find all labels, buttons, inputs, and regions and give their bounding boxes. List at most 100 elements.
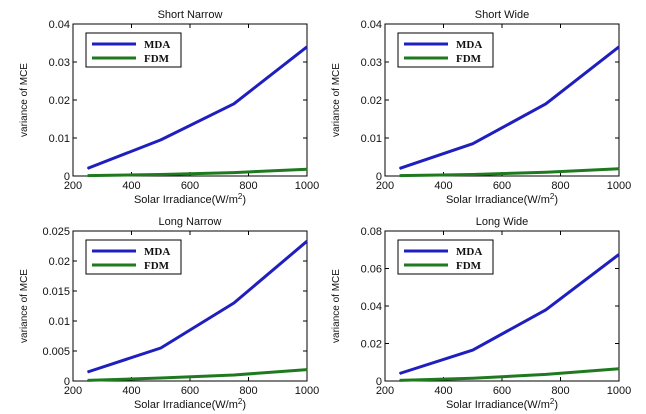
data-point-fdm [233,172,235,174]
data-point-mda [399,373,401,374]
y-tick-label: 0.04 [49,19,70,31]
legend-label-mda: MDA [144,246,170,258]
y-axis-label: variance of MCE [331,63,342,137]
data-point-mda [618,46,620,48]
y-tick-label: 0.02 [49,256,70,268]
chart-panel-4: Long Wide 200 400 600 800 1000 0 0.02 0.04 0.06 0.… [331,216,631,411]
y-tick-label: 0.02 [49,95,70,107]
data-point-fdm [87,379,89,381]
legend-label-mda: MDA [456,246,482,258]
y-tick-label: 0.015 [42,286,70,298]
x-tick-label: 800 [551,385,569,397]
y-tick-label: 0.03 [49,57,70,69]
series-line-fdm [87,368,308,382]
y-tick-label: 0.01 [49,316,70,328]
data-point-fdm [399,379,401,381]
y-tick-label: 0.025 [42,226,70,238]
y-tick-label: 0.04 [361,301,382,313]
data-point-mda [306,46,308,48]
legend-label-fdm: FDM [456,260,482,272]
x-axis-label: Solar Irradiance(W/m2) [446,192,558,206]
legend-label-fdm: FDM [144,53,170,65]
chart-panel-1: Short Narrow 200 400 600 800 1000 0 0.01 0.02 0.0… [19,9,319,206]
series-line-fdm [399,167,620,178]
x-tick-label: 600 [181,385,199,397]
x-tick-label: 200 [64,180,82,192]
data-point-fdm [472,377,474,379]
chart-title: Long Narrow [159,216,222,228]
y-axis-label: variance of MCE [331,269,342,343]
data-point-fdm [160,173,162,175]
chart-panel-3: Long Narrow 200 400 600 800 1000 0 0.005 0.01 0.0… [19,216,319,411]
x-tick-label: 400 [122,180,140,192]
data-point-fdm [87,175,89,177]
x-axis-label: Solar Irradiance(W/m2) [134,192,246,206]
data-point-fdm [545,373,547,375]
data-point-fdm [472,173,474,175]
legend-box [397,239,494,275]
x-axis-label: Solar Irradiance(W/m2) [446,397,558,411]
x-tick-label: 400 [122,385,140,397]
data-point-mda [618,253,620,255]
y-tick-label: 0.005 [42,346,70,358]
data-point-fdm [399,175,401,177]
legend-box [85,32,182,68]
x-axis-label: Solar Irradiance(W/m2) [134,397,246,411]
x-tick-label: 200 [64,385,82,397]
data-point-mda [545,103,547,105]
data-point-fdm [233,374,235,376]
data-point-mda [87,167,89,169]
y-tick-label: 0 [64,376,70,388]
y-tick-label: 0.08 [361,226,382,238]
y-tick-label: 0.04 [361,19,382,31]
legend-label-mda: MDA [456,39,482,51]
x-tick-label: 600 [493,180,511,192]
legend-box [85,239,182,275]
x-tick-label: 800 [239,180,257,192]
data-point-mda [233,103,235,105]
data-point-mda [160,139,162,141]
legend-box [397,32,494,68]
data-point-mda [472,349,474,351]
series-line-mda [399,45,620,170]
series-line-fdm [87,167,308,178]
y-tick-label: 0.02 [361,95,382,107]
data-point-mda [233,302,235,304]
series-line-mda [87,240,308,374]
x-tick-label: 800 [239,385,257,397]
data-point-mda [399,167,401,169]
x-tick-label: 1000 [607,385,631,397]
y-tick-label: 0.01 [49,133,70,145]
y-tick-label: 0.02 [361,339,382,351]
y-tick-label: 0.01 [361,133,382,145]
y-tick-label: 0 [64,171,70,183]
x-tick-label: 400 [434,180,452,192]
y-tick-label: 0 [376,376,382,388]
data-point-fdm [545,171,547,173]
x-tick-label: 1000 [295,180,319,192]
y-axis-label: variance of MCE [19,269,30,343]
x-tick-label: 600 [493,385,511,397]
series-line-fdm [399,367,620,382]
y-tick-label: 0.06 [361,264,382,276]
chart-panel-2: Short Wide 200 400 600 800 1000 0 0.01 0.02 0.03 0… [331,9,631,206]
x-tick-label: 200 [376,385,394,397]
data-point-mda [160,347,162,349]
data-point-mda [545,309,547,311]
legend-label-mda: MDA [144,39,170,51]
data-point-fdm [306,369,308,371]
chart-title: Long Wide [476,216,529,228]
series-line-mda [87,45,308,170]
data-point-fdm [618,168,620,170]
x-tick-label: 1000 [295,385,319,397]
chart-title: Short Wide [475,9,529,21]
data-point-mda [472,143,474,145]
y-tick-label: 0.03 [361,57,382,69]
x-tick-label: 200 [376,180,394,192]
data-point-mda [306,240,308,242]
x-tick-label: 1000 [607,180,631,192]
x-tick-label: 400 [434,385,452,397]
legend-label-fdm: FDM [456,53,482,65]
series-line-mda [399,253,620,375]
